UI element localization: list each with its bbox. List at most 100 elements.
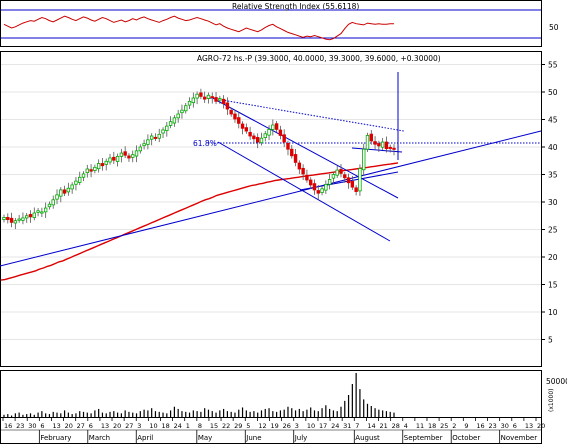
candle-body	[244, 127, 249, 132]
candle-body	[365, 135, 370, 150]
candle-body	[206, 94, 211, 99]
candle-body	[172, 117, 177, 124]
price-tick-label: 35	[548, 171, 558, 180]
candlesticks	[2, 88, 396, 230]
candle-body	[384, 141, 389, 150]
month-tick-label: July	[294, 434, 308, 442]
volume-bar	[33, 414, 35, 417]
volume-bar	[359, 389, 361, 417]
volume-bar	[45, 413, 47, 417]
day-tick-label: 8	[198, 422, 202, 430]
candle-body	[146, 139, 150, 145]
day-tick-label: 30	[28, 422, 36, 430]
candle-body	[40, 211, 44, 214]
candle-body	[17, 218, 21, 221]
volume-bar	[204, 408, 206, 417]
day-tick-label: 22	[222, 422, 230, 430]
candle-body	[271, 124, 275, 130]
volume-bar	[63, 410, 66, 417]
volume-bar	[317, 411, 319, 417]
price-tick-label: 15	[548, 281, 558, 290]
price-tick-label: 20	[548, 253, 558, 262]
month-tick-label: March	[89, 434, 110, 442]
volume-bar	[177, 408, 179, 417]
month-tick-label: February	[40, 434, 71, 442]
candle-body	[377, 143, 381, 147]
volume-bar	[60, 413, 62, 417]
volume-bar	[257, 412, 259, 417]
volume-bar	[132, 412, 134, 417]
day-tick-label: 16	[4, 422, 12, 430]
volume-bar	[143, 409, 145, 417]
long-term-support-trendline	[0, 130, 542, 267]
candle-body	[350, 181, 355, 188]
volume-bar	[325, 405, 327, 417]
candle-body	[195, 93, 199, 99]
candle-body	[25, 215, 29, 219]
volume-bar	[162, 412, 164, 417]
candle-body	[301, 167, 305, 175]
volume-bar	[230, 411, 232, 417]
volume-bar	[135, 413, 138, 417]
volume-bar	[101, 412, 104, 417]
candle-body	[89, 169, 93, 172]
volume-bar	[3, 414, 5, 417]
candle-body	[127, 155, 131, 159]
candle-body	[199, 92, 203, 97]
candle-body	[184, 105, 188, 112]
volume-bar	[385, 411, 388, 417]
candle-body	[43, 207, 48, 213]
rsi-panel	[0, 0, 542, 47]
volume-bar	[374, 408, 376, 417]
volume-bar	[185, 411, 187, 417]
candle-body	[358, 168, 362, 192]
candle-body	[21, 217, 25, 221]
candle-body	[255, 137, 260, 143]
candle-body	[392, 147, 396, 150]
price-tick-label: 30	[548, 198, 558, 207]
candle-body	[191, 97, 196, 104]
day-tick-label: 11	[416, 422, 424, 430]
candle-body	[108, 157, 112, 163]
volume-bar	[147, 410, 149, 417]
volume-bar	[75, 413, 77, 417]
candle-body	[312, 183, 317, 191]
candle-body	[9, 217, 14, 223]
volume-bar	[48, 414, 51, 417]
candle-body	[369, 133, 373, 142]
candle-body	[115, 155, 120, 162]
day-tick-label: 26	[283, 422, 291, 430]
volume-bar	[139, 411, 141, 417]
candle-body	[331, 174, 336, 179]
volume-bar	[200, 411, 202, 417]
price-chart-title: AGRO-72 hs.-P (39.3000, 40.0000, 39.3000…	[197, 54, 441, 63]
volume-bar	[158, 411, 160, 417]
day-tick-label: 17	[319, 422, 327, 430]
month-tick-label: April	[137, 434, 153, 442]
month-tick-label: June	[245, 434, 261, 442]
candle-body	[248, 131, 252, 137]
candle-body	[263, 133, 267, 138]
day-tick-label: 7	[355, 422, 359, 430]
volume-bar	[79, 411, 81, 417]
volume-bar	[18, 412, 20, 417]
volume-bar	[124, 410, 126, 417]
candle-body	[221, 98, 226, 104]
price-axis: 55 50 45 40 35 30 25 20 15 10 5	[541, 61, 558, 345]
price-tick-label: 10	[548, 308, 558, 317]
volume-bar	[105, 413, 107, 417]
volume-bar	[188, 412, 191, 417]
candle-body	[78, 176, 82, 183]
candle-body	[237, 117, 241, 124]
price-tick-label: 55	[548, 61, 558, 70]
volume-bar	[215, 412, 217, 417]
volume-bar	[219, 410, 221, 417]
volume-bar	[241, 407, 244, 417]
candle-body	[380, 141, 385, 148]
volume-bar	[363, 399, 365, 417]
candle-body	[343, 174, 347, 179]
day-tick-label: 5	[246, 422, 250, 430]
day-tick-label: 20	[65, 422, 73, 430]
day-tick-label: 13	[525, 422, 533, 430]
volume-bar	[170, 410, 172, 417]
